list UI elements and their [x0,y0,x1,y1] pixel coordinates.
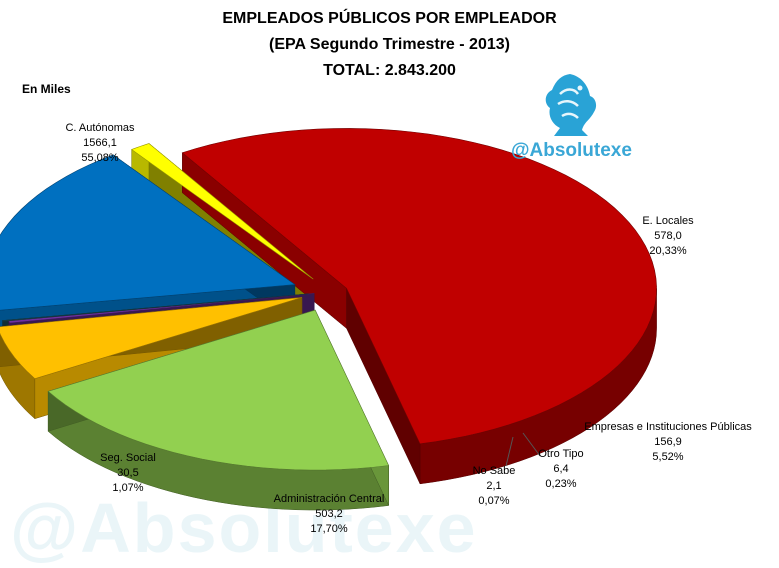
label-pct-otro-tipo: 0,23% [545,478,576,490]
chart-total: TOTAL: 2.843.200 [0,62,779,80]
griffin-logo-icon [540,70,600,140]
label-value-empresas-e-instituciones-publicas: 156,9 [654,436,682,448]
label-pct-seg-social: 1,07% [112,482,143,494]
label-name-administracion-central: Administración Central [274,493,385,505]
label-name-seg-social: Seg. Social [100,452,156,464]
chart-subtitle: (EPA Segundo Trimestre - 2013) [0,36,779,54]
label-pct-empresas-e-instituciones-publicas: 5,52% [652,451,683,463]
label-pct-c-autonomas: 55,08% [81,152,119,164]
label-pct-administracion-central: 17,70% [310,523,348,535]
label-name-empresas-e-instituciones-publicas: Empresas e Instituciones Públicas [584,421,752,433]
label-value-seg-social: 30,5 [117,467,138,479]
label-name-e-locales: E. Locales [642,215,694,227]
brand-handle: @Absolutexe [511,140,632,162]
pie-chart: C. Autónomas 1566,1 55,08% E. Locales 578,0 2… [0,0,779,545]
label-value-c-autonomas: 1566,1 [83,137,117,149]
chart-title: EMPLEADOS PÚBLICOS POR EMPLEADOR [0,10,779,28]
label-name-otro-tipo: Otro Tipo [538,448,583,460]
label-pct-no-sabe: 0,07% [478,495,509,507]
label-name-no-sabe: No Sabe [473,465,516,477]
label-value-e-locales: 578,0 [654,230,682,242]
label-value-otro-tipo: 6,4 [553,463,568,475]
unit-label: En Miles [22,82,71,96]
label-value-administracion-central: 503,2 [315,508,343,520]
label-value-no-sabe: 2,1 [486,480,501,492]
label-pct-e-locales: 20,33% [649,245,687,257]
label-name-c-autonomas: C. Autónomas [65,122,135,134]
